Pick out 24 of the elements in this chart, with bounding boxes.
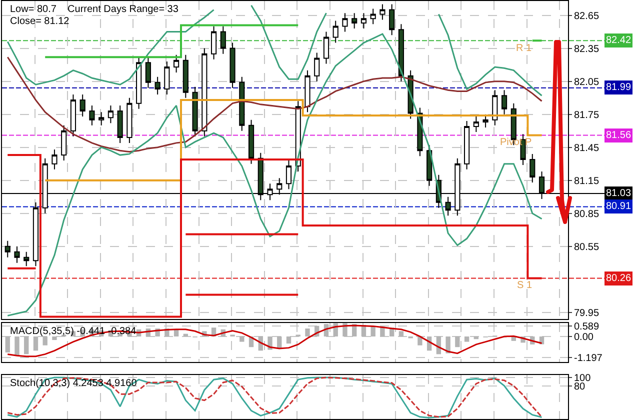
y-tick-label: 82.35 [574,44,600,55]
annotation: S 1 [517,280,532,291]
y-tick-label: 80.85 [574,208,600,220]
ref-line-label: 81.99 [606,82,632,93]
y-tick-label: 80 [574,381,586,392]
ref-line-label: 82.42 [606,35,632,46]
y-tick-label: 81.15 [574,176,600,187]
annotation: Close= 81.12 [10,16,70,27]
y-tick-label: 79.95 [574,308,600,319]
y-tick-label: 82.65 [574,10,600,22]
y-tick-label: 81.45 [574,142,600,154]
y-tick-label: -1.197 [574,353,603,364]
annotation: Low= 80.7 Current Days Range= 33 [10,4,179,15]
y-tick-label: 82.05 [574,76,600,88]
y-tick-label: 100 [574,372,592,384]
y-tick-label: 0.00 [574,332,594,343]
ref-line-label: 81.03 [606,188,632,199]
y-tick-label: 80.55 [574,242,600,253]
ref-line-label: 81.56 [606,130,632,141]
ref-line-label: 80.26 [606,273,632,284]
y-tick-label: 81.75 [574,110,600,121]
annotation: R 1 [516,43,532,54]
ref-line-label: 80.91 [606,201,632,212]
y-tick-label: 0.589 [574,322,600,333]
